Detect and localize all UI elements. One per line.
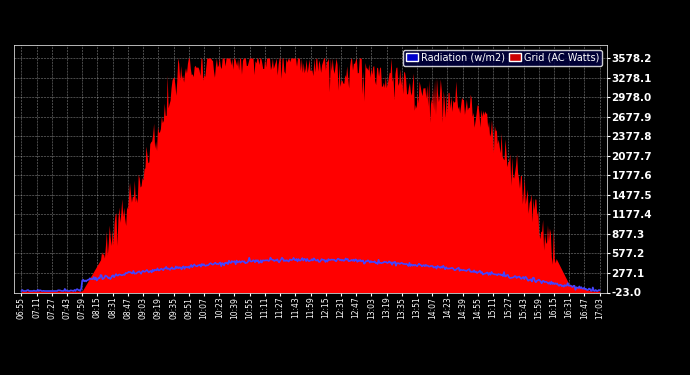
Text: Grid Power & Solar Radiation Fri Feb 8 17:19: Grid Power & Solar Radiation Fri Feb 8 1… — [153, 11, 537, 26]
Text: Copyright 2019 Cartronics.com: Copyright 2019 Cartronics.com — [7, 11, 148, 20]
Legend: Radiation (w/m2), Grid (AC Watts): Radiation (w/m2), Grid (AC Watts) — [403, 50, 602, 66]
